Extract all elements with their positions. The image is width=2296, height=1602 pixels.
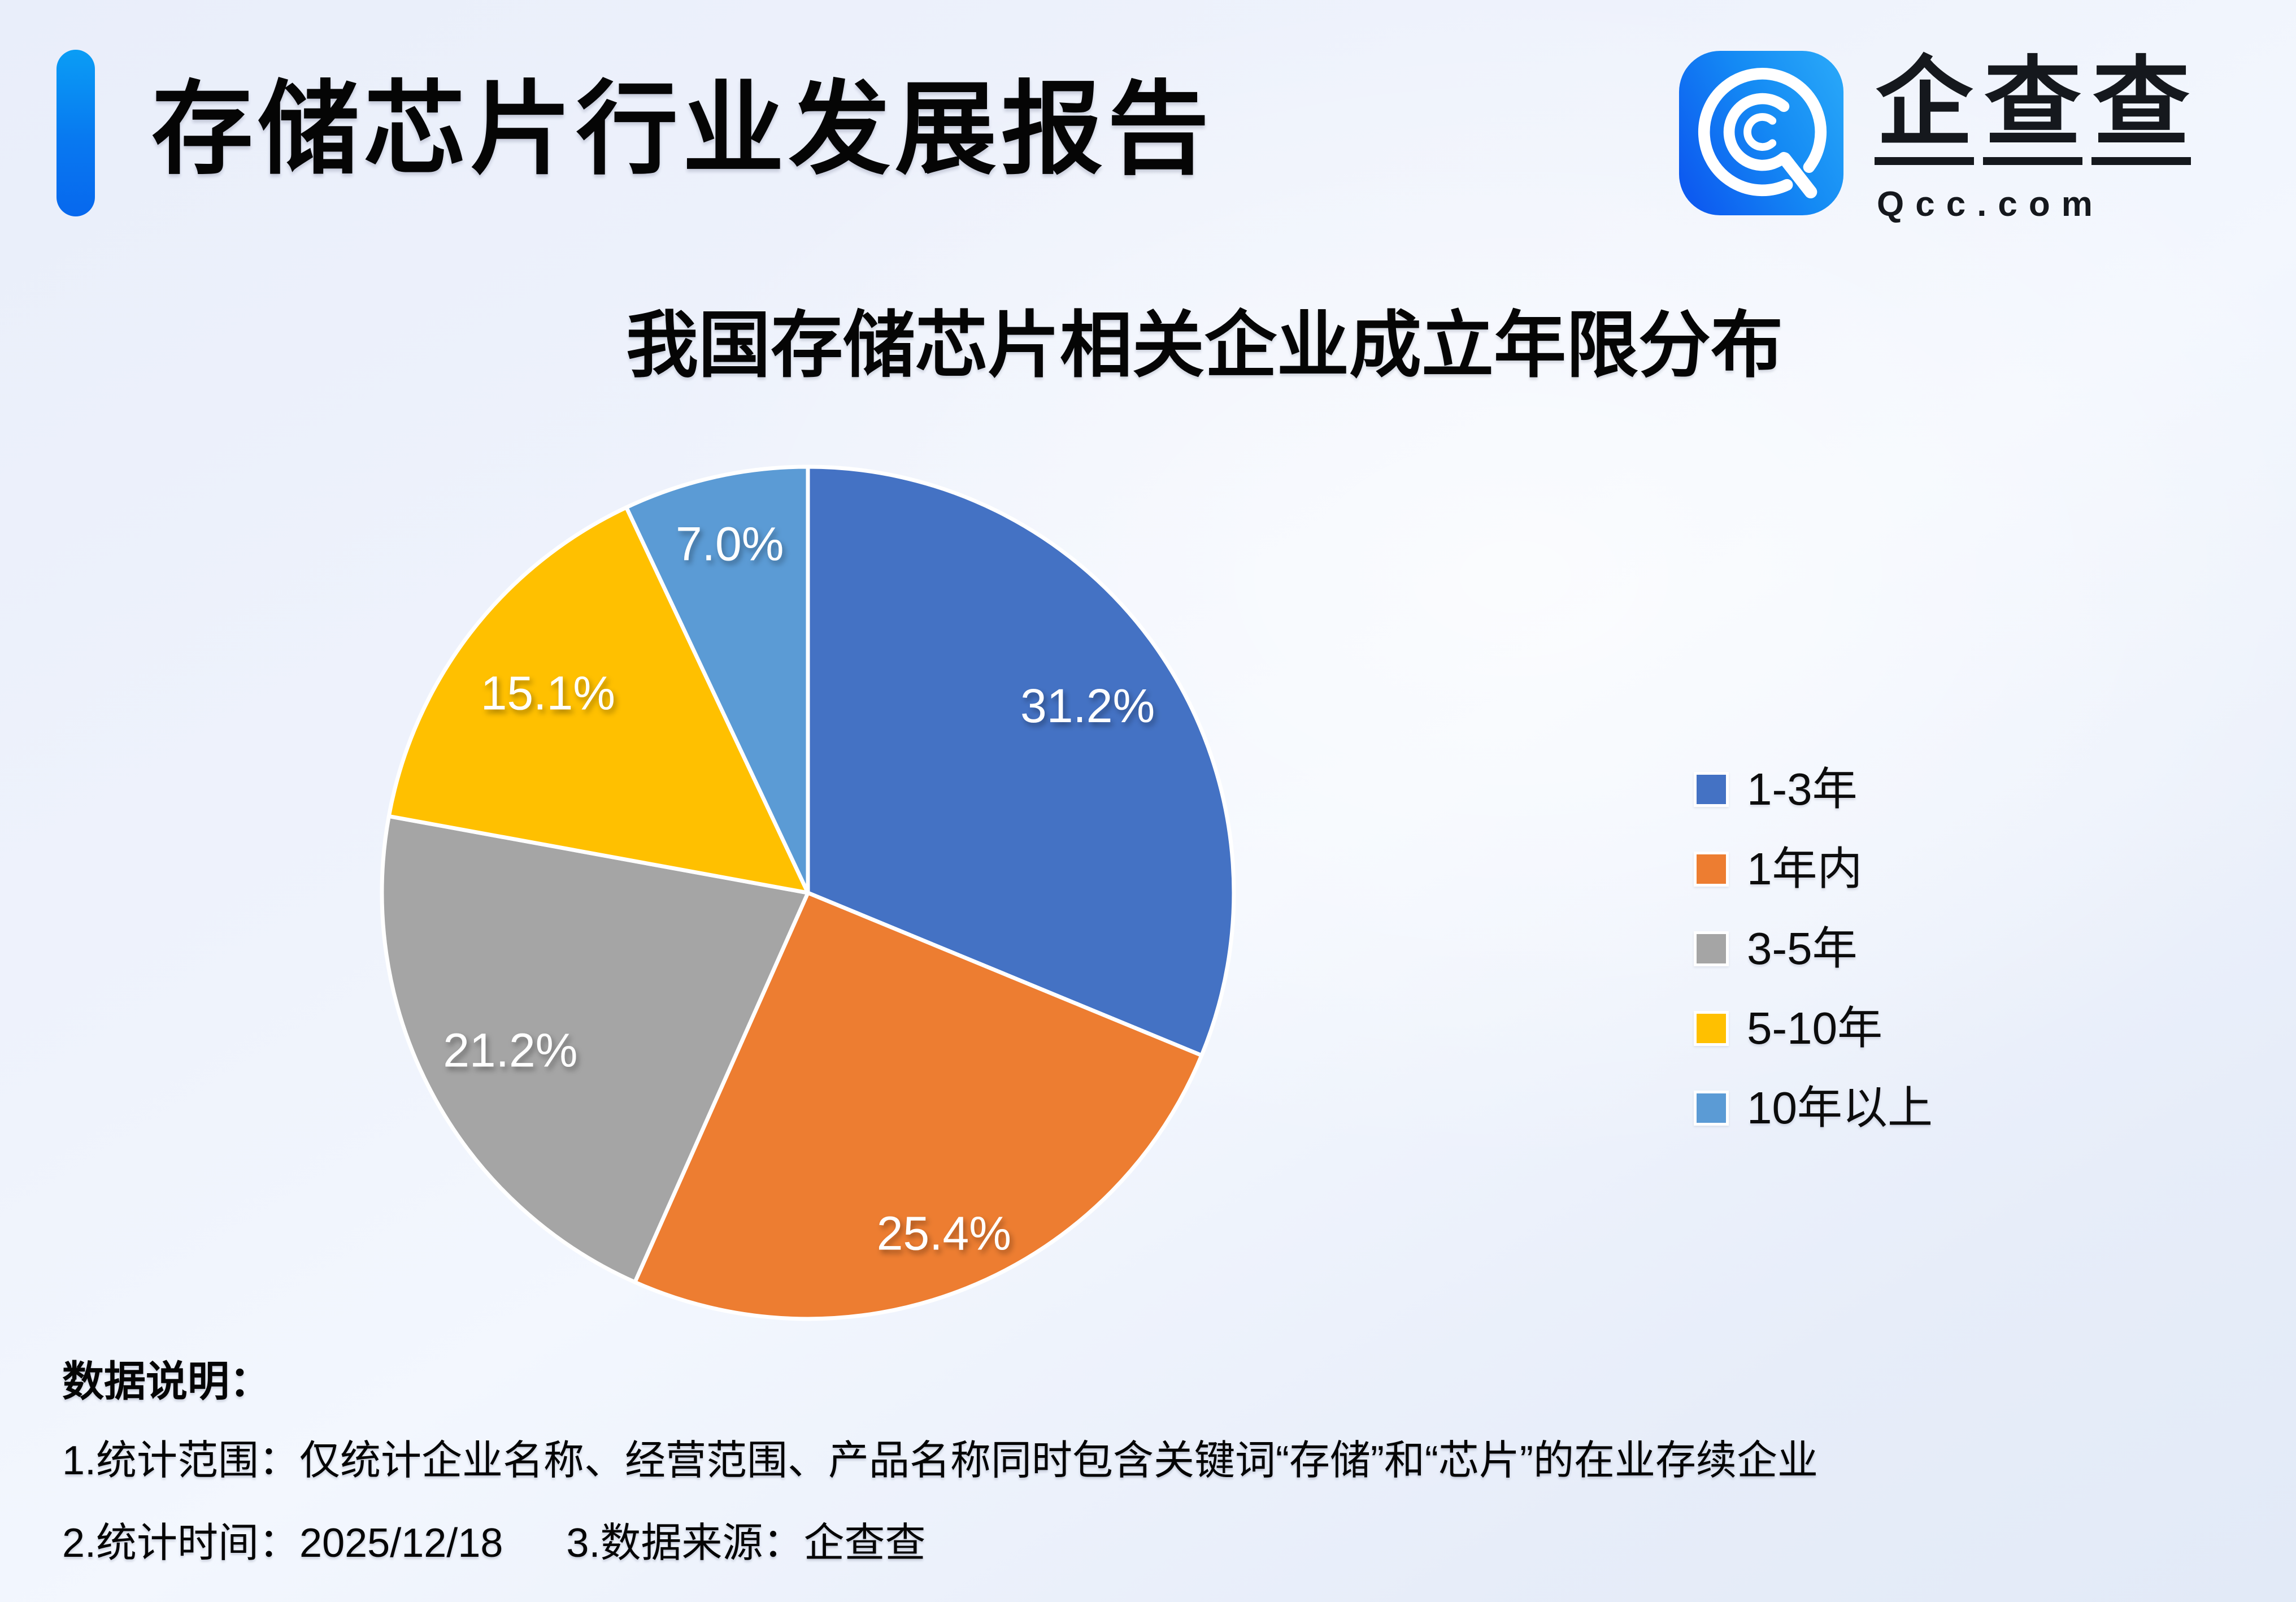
legend-item: 1年内 <box>1694 846 1933 892</box>
logo-char: 查 <box>1983 54 2082 165</box>
legend-label: 1年内 <box>1747 844 1863 894</box>
note-scope: 1.统计范围：仅统计企业名称、经营范围、产品名称同时包含关键词“存储”和“芯片”… <box>62 1438 1818 1483</box>
chart-legend: 1-3年 1年内 3-5年 5-10年 10年以上 <box>1694 767 1933 1131</box>
legend-swatch <box>1694 852 1729 887</box>
legend-swatch <box>1694 772 1729 807</box>
chart-title: 我国存储芯片相关企业成立年限分布 <box>625 305 1783 386</box>
legend-label: 10年以上 <box>1747 1083 1933 1133</box>
legend-item: 10年以上 <box>1694 1086 1933 1131</box>
qcc-logo: 企查查 Qcc.com <box>1678 50 2243 224</box>
pie-slice-label: 25.4% <box>877 1207 1011 1260</box>
pie-slice-label: 15.1% <box>481 666 615 719</box>
pie-chart: 31.2% 25.4% 21.2% 15.1% 7.0% <box>339 425 1277 1363</box>
pie-slice-label: 31.2% <box>1020 679 1155 732</box>
legend-item: 3-5年 <box>1694 926 1933 971</box>
logo-wordmark: 企查查 <box>1875 54 2200 165</box>
legend-label: 1-3年 <box>1747 764 1858 814</box>
pie-slice-label: 21.2% <box>443 1024 577 1077</box>
pie-slice <box>633 891 1204 1321</box>
legend-swatch <box>1694 931 1729 966</box>
pie-slice <box>624 464 810 895</box>
qcc-logo-icon <box>1678 50 1844 216</box>
legend-label: 5-10年 <box>1747 1003 1883 1053</box>
pie-slice <box>806 464 1236 1058</box>
logo-domain: Qcc.com <box>1877 185 2104 224</box>
legend-label: 3-5年 <box>1747 923 1858 974</box>
logo-char: 企 <box>1875 54 1974 165</box>
pie-slice <box>386 505 810 895</box>
notes-heading: 数据说明： <box>62 1358 271 1405</box>
note-row: 2.统计时间：2025/12/18 3.数据来源：企查查 <box>62 1520 925 1567</box>
title-accent-bar <box>56 50 95 216</box>
pie-slice-label: 7.0% <box>676 517 784 570</box>
logo-char: 查 <box>2091 54 2191 165</box>
legend-item: 1-3年 <box>1694 767 1933 812</box>
page-title: 存储芯片行业发展报告 <box>151 73 1214 186</box>
legend-item: 5-10年 <box>1694 1006 1933 1051</box>
note-source: 3.数据来源：企查查 <box>566 1521 926 1566</box>
legend-swatch <box>1694 1011 1729 1046</box>
legend-swatch <box>1694 1091 1729 1126</box>
note-date: 2.统计时间：2025/12/18 <box>62 1521 503 1566</box>
pie-slice <box>380 814 810 1284</box>
